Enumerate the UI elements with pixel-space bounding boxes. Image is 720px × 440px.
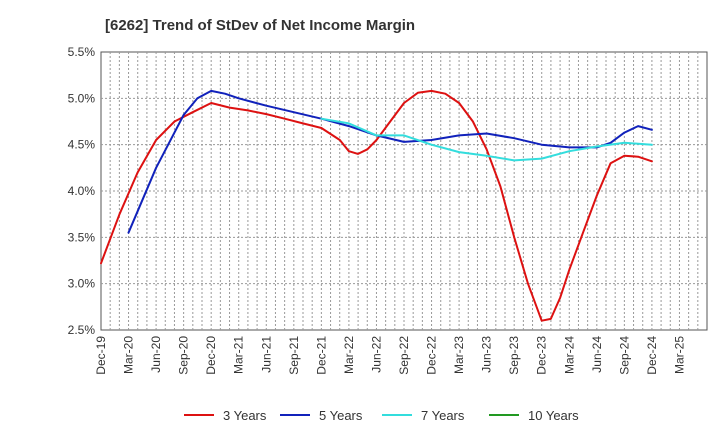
x-tick-label: Sep-21 (287, 336, 301, 375)
series-line (100, 89, 653, 322)
x-tick-label: Jun-23 (480, 336, 494, 373)
legend: 3 Years 5 Years 7 Years 10 Years (184, 408, 579, 423)
y-tick-label: 5.0% (68, 91, 96, 105)
y-tick-label: 4.0% (68, 184, 96, 198)
x-tick-label: Mar-23 (452, 336, 466, 374)
x-tick-label: Mar-21 (232, 336, 246, 374)
legend-label: 3 Years (223, 408, 267, 423)
y-tick-label: 4.5% (68, 138, 96, 152)
x-tick-label: Mar-20 (122, 336, 136, 374)
x-tick-label: Mar-25 (672, 336, 686, 374)
y-tick-label: 3.5% (68, 230, 96, 244)
x-tick-label: Mar-24 (562, 336, 576, 374)
y-tick-label: 3.0% (68, 277, 96, 291)
x-tick-label: Jun-22 (369, 336, 383, 373)
x-tick-label: Sep-22 (397, 336, 411, 375)
x-axis: Dec-19 Mar-20 Jun-20 Sep-20 Dec-20 Mar-21 Jun-… (94, 336, 686, 375)
x-tick-label: Sep-24 (617, 336, 631, 375)
x-tick-label: Dec-24 (645, 336, 659, 375)
chart-title: [6262] Trend of StDev of Net Income Marg… (105, 17, 415, 34)
x-tick-label: Mar-22 (342, 336, 356, 374)
x-tick-label: Dec-23 (535, 336, 549, 375)
y-axis: 2.5% 3.0% 3.5% 4.0% 4.5% 5.0% 5.5% (68, 45, 96, 337)
legend-label: 5 Years (319, 408, 363, 423)
y-tick-label: 2.5% (68, 323, 96, 337)
x-tick-label: Dec-22 (425, 336, 439, 375)
series-lines (100, 89, 653, 322)
legend-label: 7 Years (421, 408, 465, 423)
x-tick-label: Dec-21 (314, 336, 328, 375)
x-tick-label: Jun-21 (259, 336, 273, 373)
x-tick-label: Jun-24 (590, 336, 604, 373)
x-tick-label: Dec-19 (94, 336, 108, 375)
series-line (320, 117, 653, 162)
x-tick-label: Jun-20 (149, 336, 163, 373)
y-tick-label: 5.5% (68, 45, 96, 59)
x-tick-label: Sep-23 (507, 336, 521, 375)
x-tick-label: Sep-20 (177, 336, 191, 375)
x-tick-label: Dec-20 (204, 336, 218, 375)
legend-label: 10 Years (528, 408, 579, 423)
